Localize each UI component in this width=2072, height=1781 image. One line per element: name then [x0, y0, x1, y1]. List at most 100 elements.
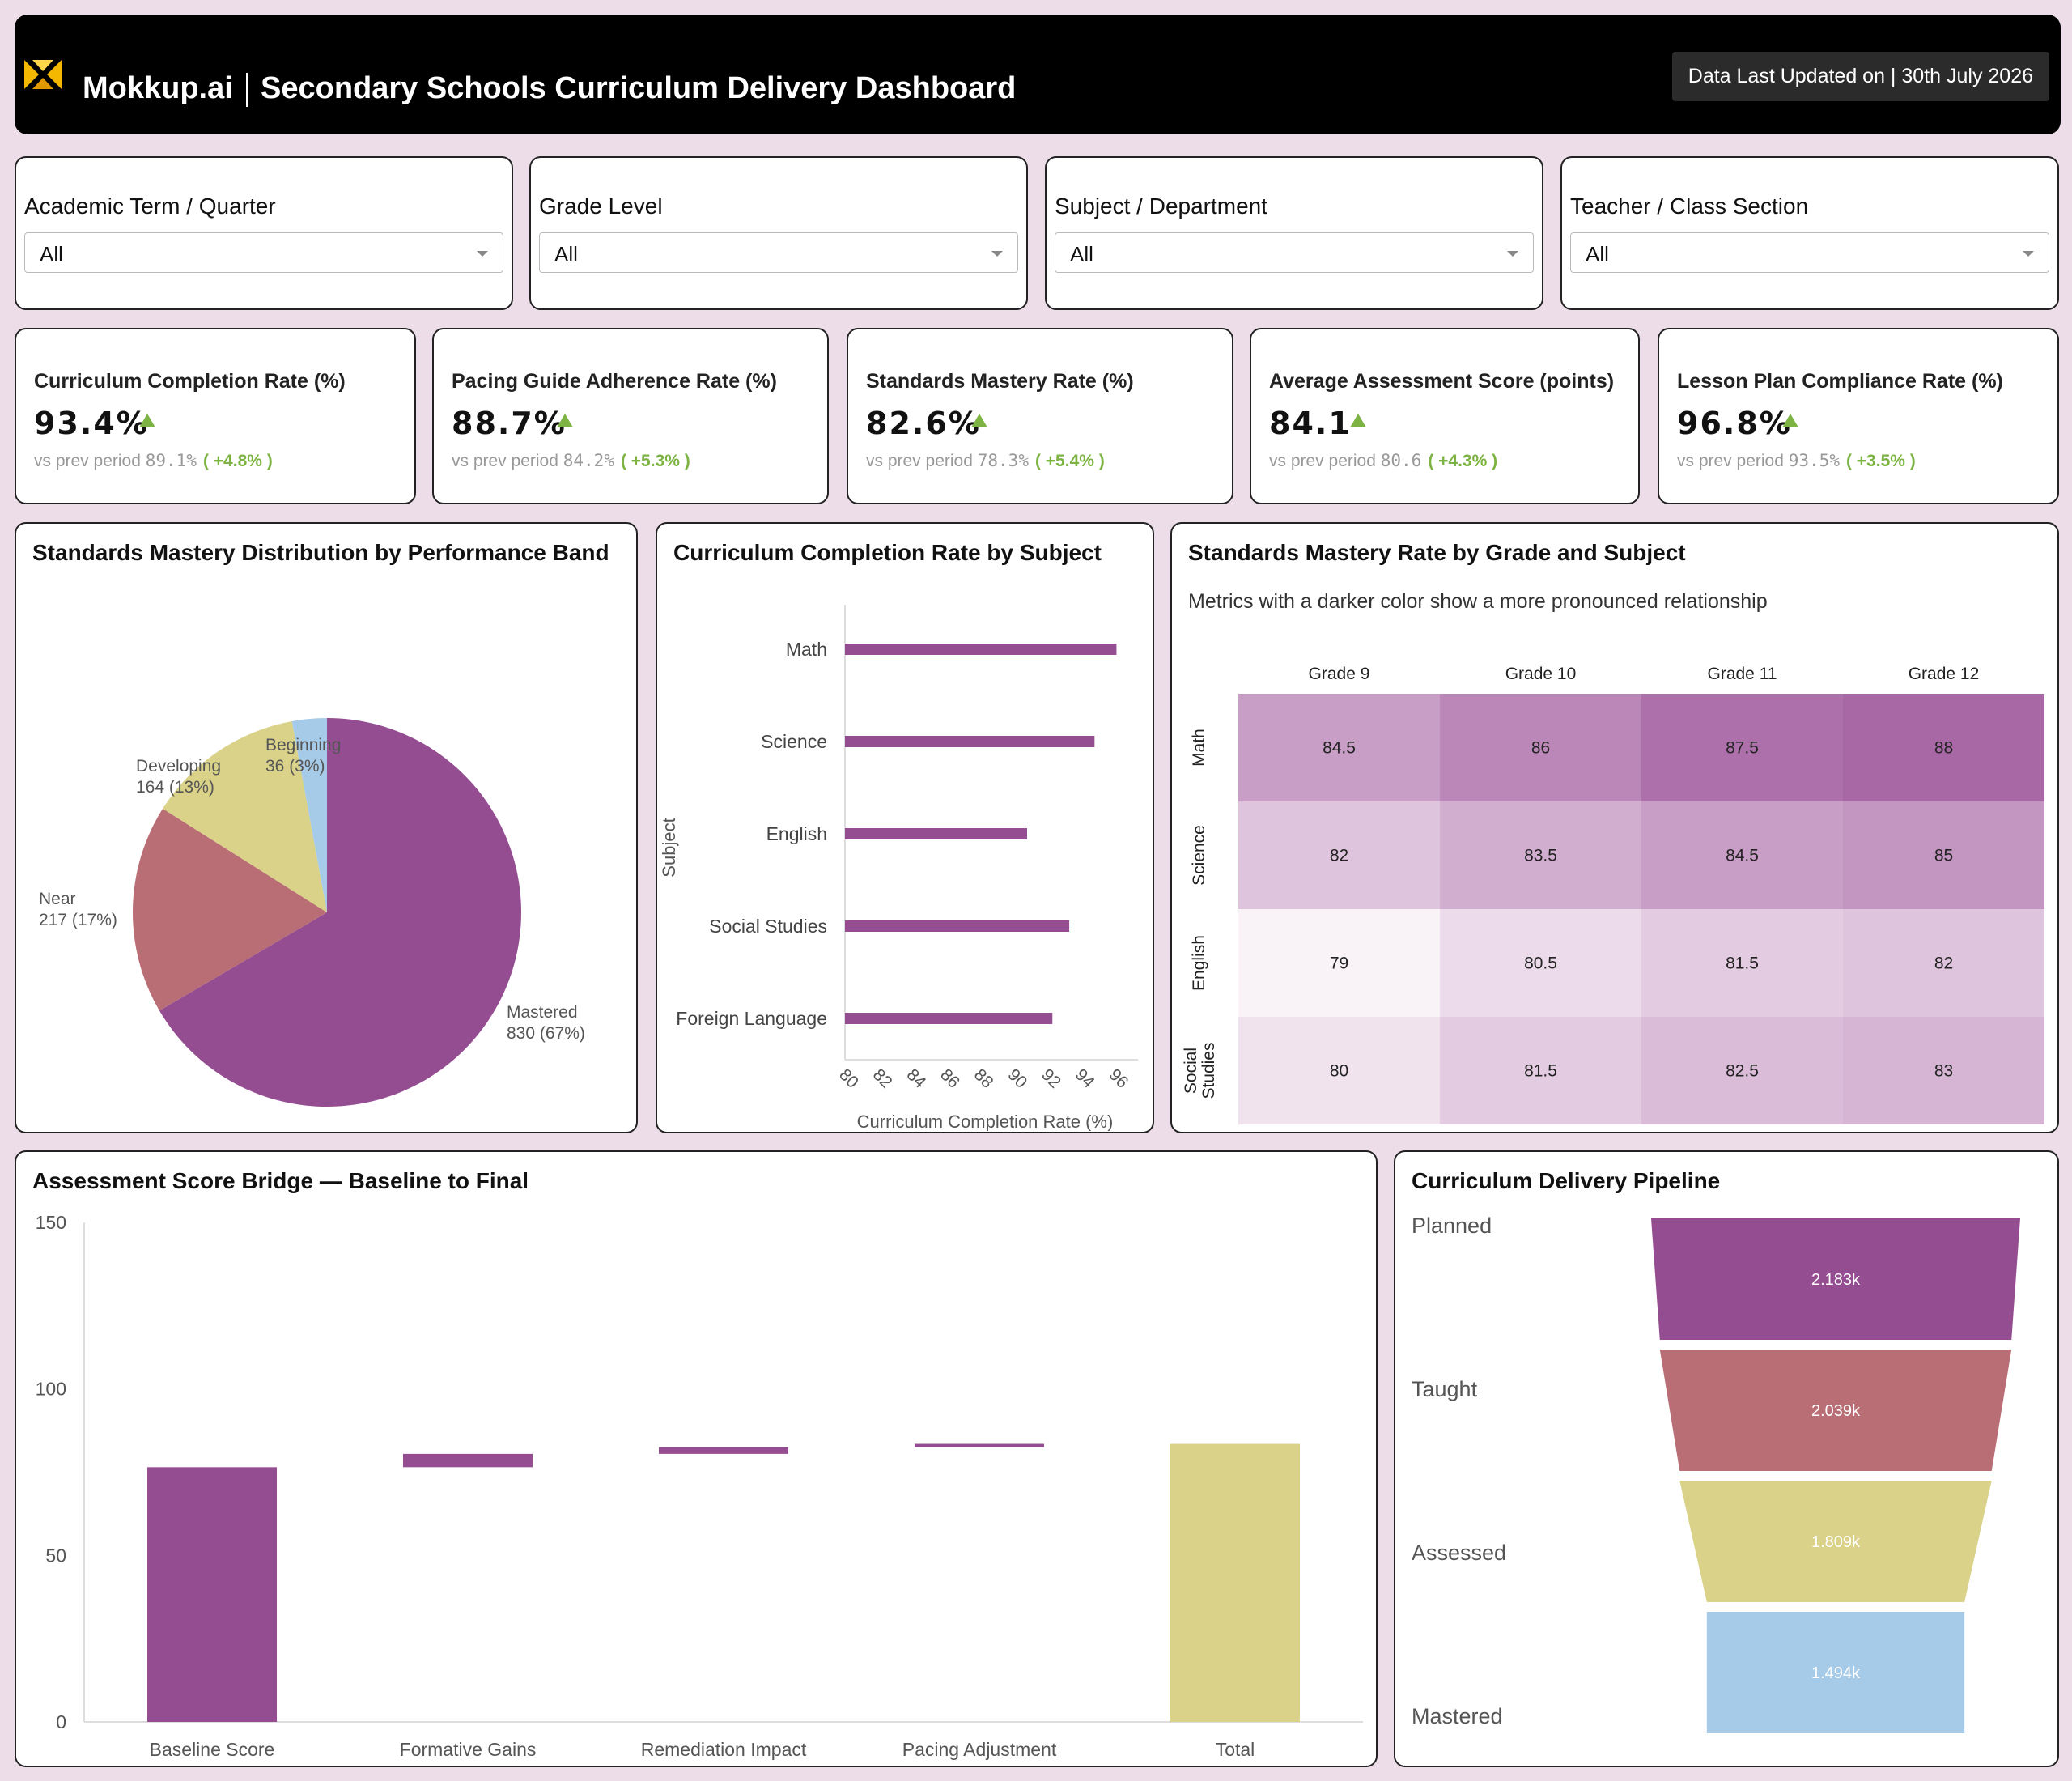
heatmap-cell-value: 79 [1330, 954, 1348, 973]
heatmap-cell-value: 80 [1330, 1062, 1348, 1081]
bar [845, 920, 1070, 932]
grade-level-select[interactable]: All [539, 232, 1018, 273]
x-axis-title: Curriculum Completion Rate (%) [857, 1112, 1114, 1131]
academic-term-select[interactable]: All [24, 232, 503, 273]
funnel-stage-label: Taught [1412, 1377, 1478, 1401]
select-value: All [1586, 242, 1609, 266]
x-tick-label: 92 [1038, 1065, 1064, 1092]
kpi-comparison: vs prev period 78.3% ( +5.4% ) [866, 451, 1105, 471]
kpi-value: 88.7% [452, 406, 567, 441]
waterfall-chart-card: Assessment Score Bridge — Baseline to Fi… [15, 1150, 1378, 1767]
delivery-pipeline-funnel: 2.183k Planned 2.039k Taught 1.809k Assessed 1… [1412, 1214, 2020, 1733]
last-updated-badge: Data Last Updated on | 30th July 2026 [1671, 52, 2049, 101]
heatmap-cell-value: 81.5 [1726, 954, 1759, 973]
y-tick-label: Science [761, 731, 827, 752]
delta-badge: ( +4.3% ) [1428, 452, 1498, 470]
heatmap-cell [1440, 801, 1641, 909]
pie-slice [159, 718, 521, 1107]
prev-value: 89.1% [145, 451, 197, 470]
heatmap-cell-value: 82.5 [1726, 1062, 1759, 1081]
pie-slice-label: Mastered [507, 1003, 578, 1022]
delta-badge: ( +4.8% ) [202, 452, 273, 470]
funnel-stage [1706, 1612, 1965, 1733]
column-header: Grade 12 [1909, 665, 1980, 683]
pie-slice-label: Near [39, 890, 76, 908]
chevron-down-icon [1507, 251, 1518, 257]
heatmap-cell [1440, 694, 1641, 801]
waterfall-bar [915, 1443, 1044, 1447]
chart-title: Standards Mastery Distribution by Perfor… [32, 540, 609, 565]
y-tick-label: 50 [45, 1545, 66, 1566]
heatmap-cell-value: 85 [1934, 847, 1953, 865]
triangle-up-icon [971, 414, 987, 427]
row-header: Studies [1199, 1042, 1218, 1099]
kpi-title: Lesson Plan Compliance Rate (%) [1677, 370, 2003, 393]
prev-value: 84.2% [563, 451, 614, 470]
heatmap-cell [1641, 801, 1843, 909]
completion-bar-chart: Math Science English Social Studies Foreign … [659, 605, 1138, 1131]
prev-value: 80.6 [1380, 451, 1422, 470]
filter-label: Academic Term / Quarter [24, 193, 276, 219]
funnel-stage-value: 1.494k [1811, 1664, 1861, 1682]
waterfall-bar [403, 1453, 533, 1468]
kpi-title: Average Assessment Score (points) [1269, 370, 1615, 393]
column-header: Grade 11 [1708, 665, 1777, 683]
mastery-heatmap: Grade 9 Grade 10 Grade 11 Grade 12 Math 84.5 8… [1182, 665, 2044, 1124]
chart-title: Curriculum Delivery Pipeline [1412, 1168, 1721, 1193]
header-bar: Mokkup.ai Secondary Schools Curriculum D… [15, 15, 2061, 134]
chevron-down-icon [991, 251, 1003, 257]
row-header: Social [1182, 1048, 1200, 1094]
heatmap-card: Standards Mastery Rate by Grade and Subj… [1170, 522, 2059, 1133]
heatmap-cell-value: 83.5 [1524, 847, 1557, 865]
prev-label: vs prev period [34, 452, 141, 470]
x-tick-label: 88 [970, 1065, 997, 1092]
brand-name[interactable]: Mokkup.ai [83, 71, 233, 105]
pie-slice [291, 718, 327, 912]
pie-slice-value: 36 (3%) [265, 757, 325, 776]
triangle-up-icon [557, 414, 573, 427]
kpi-card-assessment-score: Average Assessment Score (points) 84.1 v… [1250, 328, 1640, 504]
heatmap-cell-value: 80.5 [1524, 954, 1557, 973]
heatmap-cell [1641, 1017, 1843, 1124]
filter-grade-level: Grade Level All [529, 156, 1028, 310]
row-header: English [1190, 935, 1208, 991]
funnel-stage-label: Mastered [1412, 1704, 1503, 1728]
x-tick-label: 96 [1106, 1065, 1132, 1092]
prev-value: 78.3% [977, 451, 1029, 470]
waterfall-bar [659, 1447, 788, 1454]
x-tick-label: Total [1216, 1739, 1255, 1760]
funnel-stage-label: Planned [1412, 1214, 1492, 1238]
y-tick-label: Foreign Language [676, 1008, 827, 1029]
kpi-card-lesson-plan-compliance: Lesson Plan Compliance Rate (%) 96.8% vs… [1658, 328, 2059, 504]
select-value: All [554, 242, 578, 266]
x-tick-label: Pacing Adjustment [902, 1739, 1057, 1760]
kpi-title: Pacing Guide Adherence Rate (%) [452, 370, 777, 393]
heatmap-cell [1843, 1017, 2044, 1124]
funnel-stage-value: 2.183k [1811, 1271, 1861, 1289]
heatmap-cell [1641, 909, 1843, 1017]
heatmap-cell-value: 83 [1934, 1062, 1953, 1081]
subject-select[interactable]: All [1055, 232, 1534, 273]
triangle-up-icon [1350, 414, 1366, 427]
teacher-select[interactable]: All [1570, 232, 2049, 273]
kpi-comparison: vs prev period 93.5% ( +3.5% ) [1677, 451, 1916, 471]
pie-slice [163, 720, 327, 912]
kpi-card-standards-mastery: Standards Mastery Rate (%) 82.6% vs prev… [847, 328, 1233, 504]
heatmap-cell-value: 84.5 [1323, 739, 1356, 758]
x-tick-label: Remediation Impact [641, 1739, 807, 1760]
funnel-stage-label: Assessed [1412, 1541, 1506, 1565]
x-tick-label: 86 [936, 1065, 963, 1092]
y-tick-label: 0 [56, 1711, 66, 1732]
chart-subtitle: Metrics with a darker color show a more … [1188, 590, 1768, 613]
kpi-card-curriculum-completion: Curriculum Completion Rate (%) 93.4% vs … [15, 328, 416, 504]
kpi-value: 93.4% [34, 406, 149, 441]
filter-subject: Subject / Department All [1045, 156, 1543, 310]
bar [845, 1013, 1053, 1024]
x-tick-label: Formative Gains [400, 1739, 537, 1760]
pie-slice-value: 217 (17%) [39, 911, 117, 929]
heatmap-cell [1238, 801, 1440, 909]
chart-title: Curriculum Completion Rate by Subject [673, 540, 1102, 565]
kpi-value: 82.6% [866, 406, 981, 441]
bar [845, 644, 1117, 655]
prev-value: 93.5% [1788, 451, 1840, 470]
